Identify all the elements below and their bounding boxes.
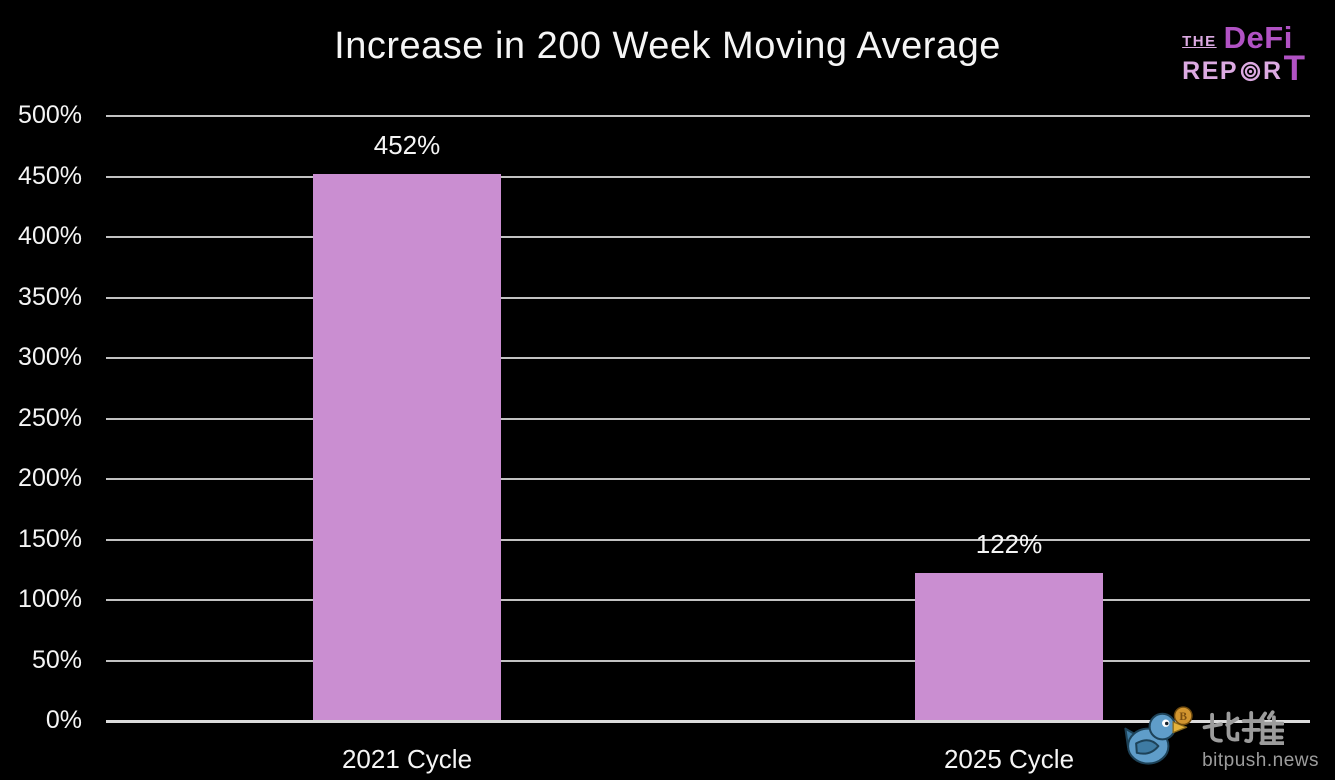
chart-title: Increase in 200 Week Moving Average (334, 25, 1001, 67)
logo-line-2: REP R T (1182, 49, 1305, 89)
bitpush-watermark: B bitpush. (1120, 704, 1319, 772)
plot-area: 452% 122% (106, 115, 1310, 723)
x-axis-line (106, 720, 1310, 723)
y-tick-label: 50% (31, 645, 82, 674)
bar-value-label: 452% (373, 130, 441, 161)
gridline (106, 417, 1310, 420)
bitpush-text-block: bitpush.news (1202, 709, 1319, 772)
x-category-label: 2021 Cycle (341, 744, 473, 774)
y-tick-label: 200% (18, 463, 82, 492)
target-rings-icon (1240, 61, 1261, 82)
gridline (106, 236, 1310, 238)
y-tick-label: 100% (18, 584, 82, 613)
y-tick-label: 450% (18, 161, 82, 190)
gridline (106, 599, 1310, 601)
gridline (106, 115, 1310, 117)
y-tick-label: 300% (18, 342, 82, 371)
y-tick-label: 350% (18, 282, 82, 311)
bar-value-label: 122% (975, 529, 1043, 560)
x-axis-labels: 2021 Cycle 2025 Cycle (106, 744, 1310, 778)
x-category-label: 2025 Cycle (943, 744, 1075, 774)
bar-2025-cycle (915, 573, 1103, 721)
logo-word-defi: DeFi (1223, 20, 1293, 55)
bar-2021-cycle (313, 174, 501, 721)
logo-word-the: THE (1182, 33, 1217, 50)
gridline (106, 357, 1310, 359)
gridline (106, 538, 1310, 541)
gridline (106, 175, 1310, 178)
y-tick-label: 500% (18, 100, 82, 129)
defi-report-logo: THE DeFi REP R T (1182, 22, 1305, 89)
bitpush-brand-cjk (1202, 710, 1285, 746)
gridline (106, 478, 1310, 480)
bitpush-domain: bitpush.news (1202, 750, 1319, 771)
logo-word-r: R (1263, 57, 1283, 85)
y-tick-label: 250% (18, 403, 82, 432)
svg-text:B: B (1180, 711, 1188, 723)
twitter-bird-icon: B (1124, 706, 1193, 765)
logo-line-1: THE DeFi (1182, 22, 1305, 53)
y-axis-labels: 0% 50% 100% 150% 200% 250% 300% 350% 400% 450% 500… (0, 101, 88, 734)
logo-word-rep: REP (1182, 57, 1239, 85)
y-tick-label: 0% (45, 705, 82, 734)
gridline (106, 296, 1310, 299)
gridline (106, 659, 1310, 662)
y-tick-label: 400% (18, 221, 82, 250)
bitcoin-coin-icon: B (1173, 706, 1193, 726)
logo-word-t-accent: T (1283, 49, 1305, 88)
y-tick-label: 150% (18, 524, 82, 553)
